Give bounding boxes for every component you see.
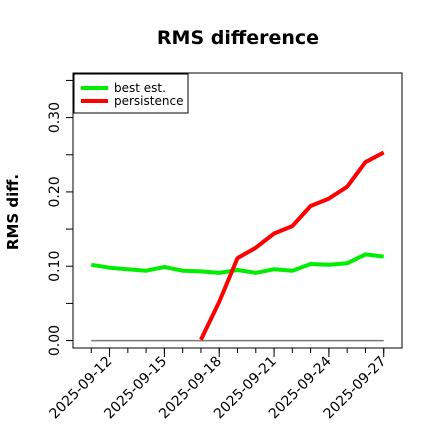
series-line-persistence <box>199 150 385 341</box>
axes: 0.000.100.200.302025-09-122025-09-152025… <box>47 79 390 422</box>
legend-label-best-est: best est. <box>114 81 166 95</box>
y-tick-label: 0.00 <box>47 325 63 356</box>
legend-box <box>73 73 189 114</box>
chart-title: RMS difference <box>157 27 319 49</box>
series-line-best-est <box>90 252 384 275</box>
y-tick-label: 0.30 <box>47 102 63 133</box>
plot-frame <box>72 72 403 349</box>
legend: best est.persistence <box>73 73 189 114</box>
y-tick-label: 0.10 <box>47 251 63 282</box>
y-axis-label: RMS diff. <box>4 174 22 250</box>
y-tick-label: 0.20 <box>47 176 63 207</box>
plot-marks <box>90 150 385 342</box>
legend-label-persistence: persistence <box>114 94 183 108</box>
